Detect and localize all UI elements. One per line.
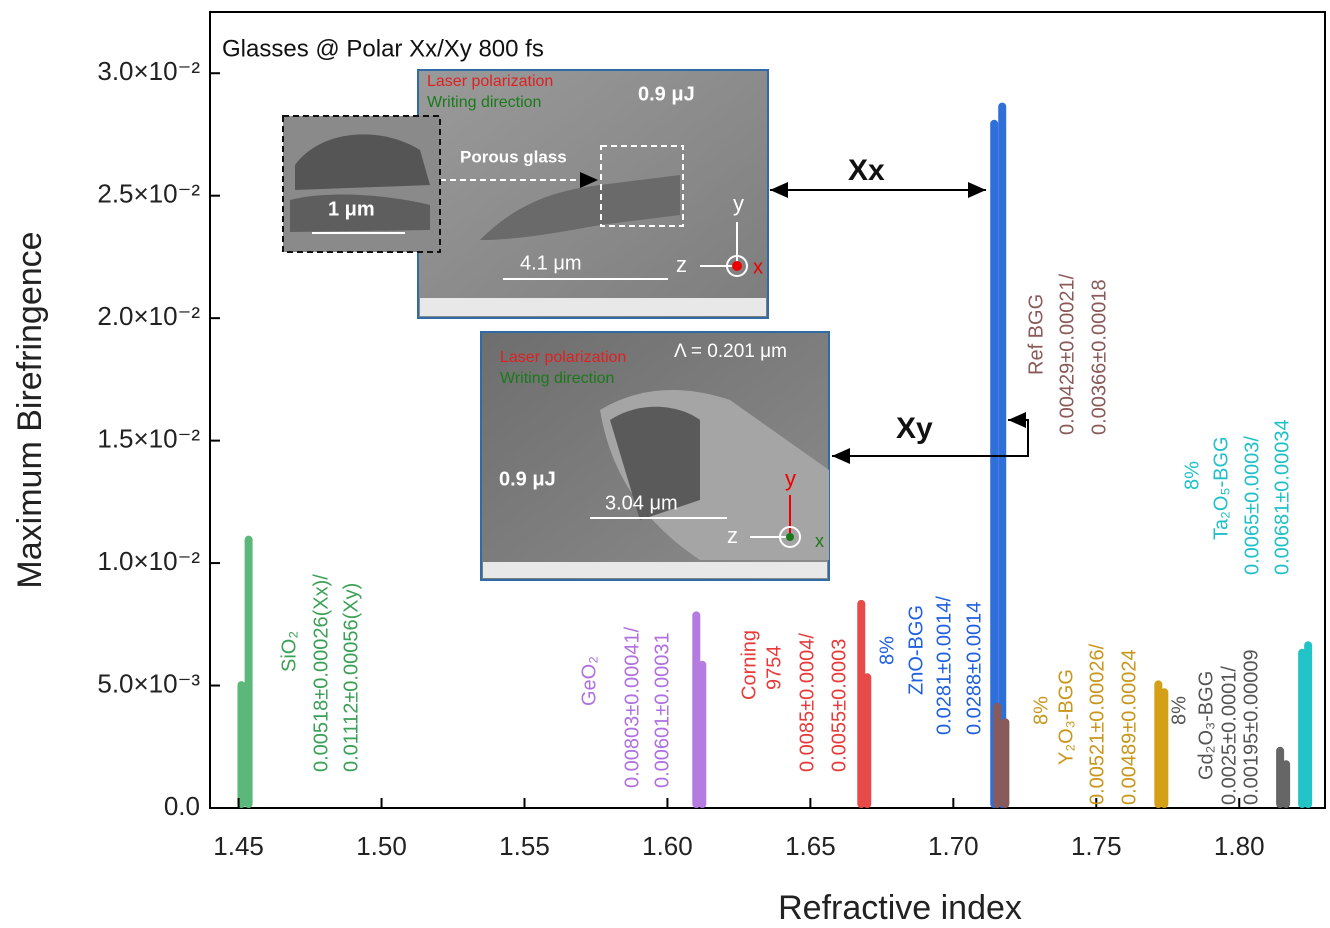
x-tick-label: 1.75: [1071, 831, 1122, 861]
y-axis-label: Maximum Birefringence: [11, 231, 49, 588]
bar-label: 0.00518±0.00026(Xx)/: [310, 574, 332, 772]
bar: [244, 535, 253, 808]
inset-text: Writing direction: [427, 94, 541, 111]
sem-zoom-inset: 1 μm: [282, 115, 441, 253]
bar: [237, 681, 246, 808]
bar-label: Ref BGG: [1025, 294, 1047, 375]
bar-label: 8%: [1168, 696, 1190, 725]
bar-label: 8%: [876, 636, 898, 665]
y-tick-label: 1.0×10⁻²: [97, 546, 200, 576]
bar-label: Gd₂O₃-BGG: [1195, 671, 1217, 780]
bar-label: Y₂O₃-BGG: [1055, 669, 1077, 765]
bar: [863, 673, 872, 808]
bar-label: 0.0055±0.0003: [828, 639, 850, 772]
y-tick-label: 5.0×10⁻³: [97, 668, 200, 698]
x-tick-label: 1.50: [356, 831, 407, 861]
y-tick-label: 0.0: [164, 791, 200, 821]
bar: [1001, 718, 1010, 808]
inset-text: x: [815, 531, 824, 551]
x-tick-label: 1.55: [499, 831, 550, 861]
bar-label: 8%: [1181, 461, 1203, 490]
inset-text: Laser polarization: [500, 349, 626, 366]
x-tick-label: 1.60: [642, 831, 693, 861]
annotation: Xx: [848, 154, 885, 187]
inset-text: z: [727, 523, 738, 548]
bar: [1282, 760, 1291, 808]
bar-label: 0.0281±0.0014/: [933, 596, 955, 735]
inset-text: 0.9 μJ: [499, 468, 556, 490]
inset-text: 4.1 μm: [520, 252, 582, 274]
bar-label: 8%: [1030, 696, 1052, 725]
bar-label: ZnO-BGG: [905, 605, 927, 695]
bar-label: 0.0065±0.0003/: [1241, 436, 1263, 575]
bar-label: SiO₂: [278, 631, 300, 672]
inset-text: 3.04 μm: [605, 492, 678, 514]
inset-text: x: [753, 256, 763, 278]
inset-text: y: [733, 191, 744, 216]
bar-label: 0.00366±0.00018: [1088, 279, 1110, 435]
x-tick-label: 1.70: [928, 831, 979, 861]
x-axis-label: Refractive index: [778, 889, 1022, 927]
bar-label: 0.00429±0.00021/: [1056, 273, 1078, 435]
bar-label: 0.00681±0.00034: [1271, 419, 1293, 575]
inset-text: Λ = 0.201 μm: [674, 341, 787, 362]
bar-label: 0.0025±0.0001/: [1218, 666, 1240, 805]
inset-text: y: [785, 466, 796, 491]
bar-label: 0.0288±0.0014: [963, 602, 985, 735]
bar-label: GeO₂: [578, 656, 600, 706]
bar: [1154, 680, 1163, 808]
inset-text: z: [676, 252, 687, 277]
bar-label: 9754: [763, 646, 785, 691]
inset-text: 1 μm: [328, 198, 375, 220]
inset-text: Porous glass: [460, 147, 567, 166]
bar: [1304, 641, 1313, 808]
y-tick-label: 3.0×10⁻²: [97, 56, 200, 86]
inset-text: Laser polarization: [427, 73, 553, 90]
bar-label: 0.00195±0.00009: [1240, 649, 1262, 805]
bar-label: 0.00601±0.00031: [651, 632, 673, 788]
sem-inset-xy: Laser polarization Writing direction Λ =…: [480, 331, 830, 581]
bar-label: 0.00521±0.00026/: [1086, 643, 1108, 805]
arrow: [832, 412, 1029, 464]
chart-title: Glasses @ Polar Xx/Xy 800 fs: [222, 35, 544, 62]
bar: [993, 702, 1002, 808]
bar: [1276, 746, 1285, 808]
y-tick-label: 2.0×10⁻²: [97, 301, 200, 331]
bar-label: 0.00803±0.00041/: [621, 626, 643, 788]
inset-text: Writing direction: [500, 370, 614, 387]
bar: [698, 660, 707, 808]
bar: [1298, 648, 1307, 808]
bar-label: 0.0085±0.0004/: [796, 633, 818, 772]
annotation: Xy: [896, 412, 933, 445]
x-tick-label: 1.45: [213, 831, 264, 861]
sem-inset-xx: Laser polarization Writing direction 0.9…: [417, 69, 769, 319]
inset-text: 0.9 μJ: [638, 83, 695, 105]
bar-label: 0.01112±0.00056(Xy): [340, 583, 362, 772]
bar: [692, 611, 701, 808]
bar-label: Ta₂O₅-BGG: [1210, 436, 1232, 540]
y-tick-label: 2.5×10⁻²: [97, 179, 200, 209]
y-tick-label: 1.5×10⁻²: [97, 423, 200, 453]
x-tick-label: 1.80: [1214, 831, 1265, 861]
bar: [1160, 688, 1169, 808]
x-tick-label: 1.65: [785, 831, 836, 861]
bar-label: Corning: [738, 630, 760, 700]
bar: [857, 599, 866, 808]
bar-label: 0.00489±0.00024: [1118, 649, 1140, 805]
plot-frame: [209, 11, 1326, 809]
